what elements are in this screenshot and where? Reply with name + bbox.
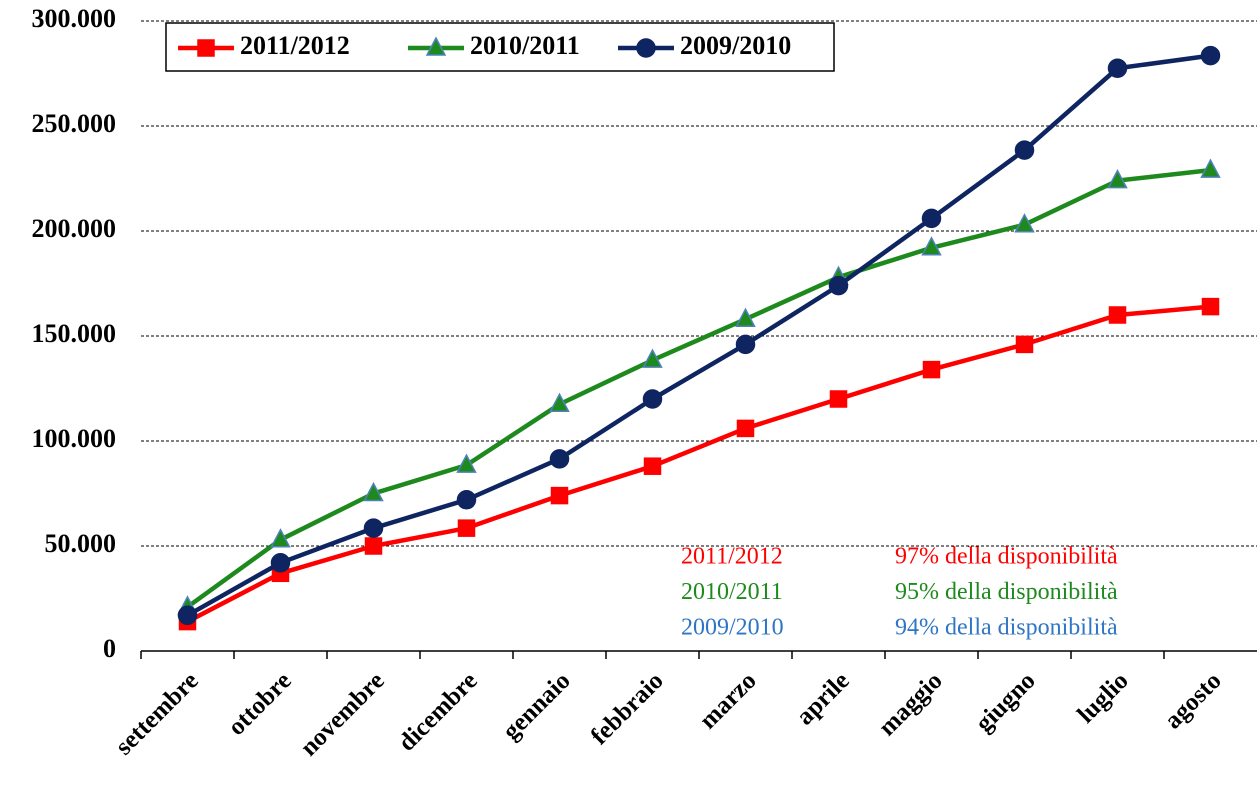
marker [735, 334, 756, 355]
legend-marker [425, 36, 447, 56]
x-tick-label: aprile [791, 667, 854, 730]
series-line [186, 53, 1211, 618]
legend-label: 2011/2012 [240, 31, 350, 60]
marker [363, 481, 384, 502]
x-tick-label: novembre [295, 667, 389, 761]
series-line [186, 167, 1211, 609]
y-tick-label: 50.000 [45, 529, 117, 558]
legend-label: 2009/2010 [680, 31, 791, 60]
marker [363, 518, 384, 538]
marker [643, 457, 662, 475]
marker [456, 453, 477, 473]
marker [922, 360, 941, 379]
marker [921, 208, 942, 229]
marker [549, 449, 570, 469]
x-tick-label: ottobre [223, 667, 297, 741]
annotation-label: 2011/2012 [681, 544, 783, 570]
marker [1200, 45, 1221, 66]
marker [1014, 140, 1035, 160]
x-tick-label: giugno [971, 667, 1041, 737]
series [177, 158, 1221, 615]
series [177, 45, 1221, 626]
marker [1107, 58, 1128, 78]
x-tick-label: settembre [110, 667, 203, 760]
x-tick-label: marzo [695, 667, 762, 734]
y-tick-label: 300.000 [32, 4, 117, 33]
x-tick-label: dicembre [393, 667, 482, 756]
marker [270, 528, 291, 548]
legend-marker [197, 39, 215, 57]
marker [1015, 335, 1034, 354]
series [178, 297, 1220, 631]
marker [921, 236, 942, 256]
legend-marker [636, 38, 656, 58]
annotation-text: 94% della disponibilità [895, 615, 1118, 641]
marker [736, 419, 755, 438]
annotation-label: 2010/2011 [681, 579, 783, 605]
marker [1200, 158, 1221, 178]
legend: 2011/2012 2010/2011 2009/2010 [165, 22, 835, 72]
marker [642, 348, 663, 368]
y-tick-label: 200.000 [32, 214, 117, 243]
marker [457, 519, 476, 537]
marker [735, 307, 756, 327]
marker [829, 390, 848, 408]
marker [1201, 297, 1220, 316]
marker [549, 392, 570, 412]
legend-label: 2010/2011 [470, 31, 580, 60]
marker [456, 490, 477, 510]
series-line [186, 304, 1211, 624]
x-tick-label: luglio [1072, 667, 1133, 728]
y-tick-label: 100.000 [32, 424, 117, 453]
y-tick-label: 250.000 [32, 109, 117, 138]
annotation-label: 2009/2010 [681, 615, 784, 641]
marker [1014, 213, 1035, 233]
marker [1108, 306, 1127, 324]
marker [642, 389, 663, 409]
y-tick-label: 150.000 [32, 319, 117, 348]
marker [1107, 168, 1128, 189]
annotation-text: 97% della disponibilità [895, 544, 1118, 570]
y-tick-label: 0 [103, 634, 116, 663]
marker [270, 553, 291, 573]
x-tick-label: febbraio [586, 667, 669, 750]
marker [828, 275, 849, 296]
annotation-text: 95% della disponibilità [895, 579, 1118, 605]
marker [364, 537, 383, 555]
x-tick-label: agosto [1160, 667, 1227, 734]
marker [177, 605, 198, 626]
marker [550, 486, 569, 505]
x-tick-label: maggio [874, 667, 948, 741]
legend-box [165, 22, 835, 72]
x-tick-label: gennaio [498, 667, 576, 745]
